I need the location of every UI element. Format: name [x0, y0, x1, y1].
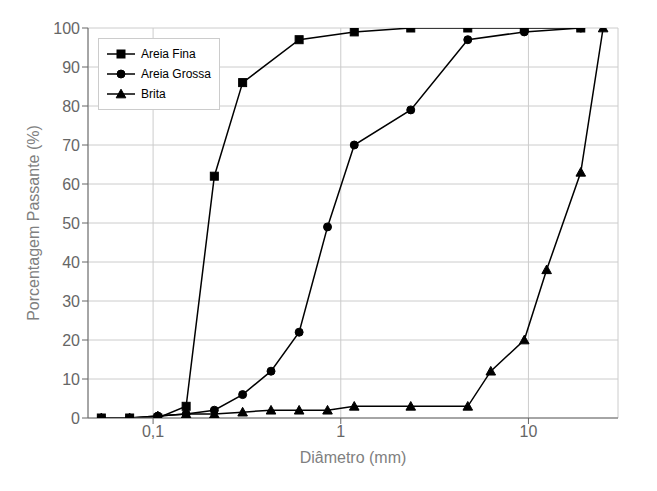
svg-text:10: 10 [520, 423, 538, 440]
svg-text:1: 1 [336, 423, 345, 440]
svg-text:30: 30 [62, 293, 80, 310]
svg-text:100: 100 [53, 20, 80, 37]
svg-text:10: 10 [62, 371, 80, 388]
html-text:Brita: Brita [141, 87, 166, 101]
svg-text:0,1: 0,1 [142, 423, 164, 440]
svg-text:50: 50 [62, 215, 80, 232]
svg-text:20: 20 [62, 332, 80, 349]
svg-text:60: 60 [62, 176, 80, 193]
html-text:Areia Fina: Areia Fina [141, 47, 196, 61]
svg-text:Diâmetro (mm): Diâmetro (mm) [300, 449, 407, 466]
svg-text:90: 90 [62, 59, 80, 76]
svg-text:70: 70 [62, 137, 80, 154]
svg-text:40: 40 [62, 254, 80, 271]
svg-text:80: 80 [62, 98, 80, 115]
svg-text:0: 0 [71, 410, 80, 427]
svg-text:Porcentagem Passante (%): Porcentagem Passante (%) [25, 125, 42, 321]
html-text:Areia Grossa: Areia Grossa [141, 67, 211, 81]
